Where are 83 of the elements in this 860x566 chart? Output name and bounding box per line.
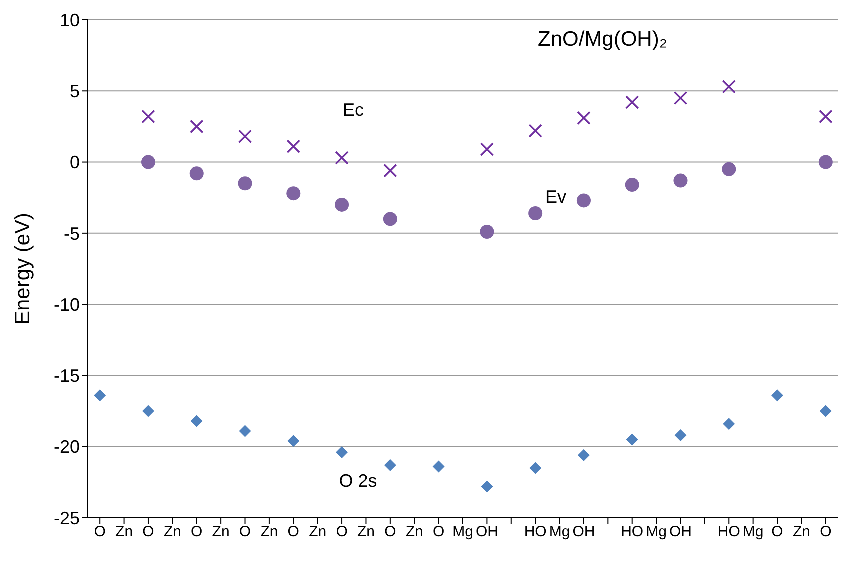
x-tick-label: Zn (406, 524, 424, 541)
point (772, 390, 784, 402)
point (674, 429, 687, 442)
point (723, 418, 736, 430)
point (288, 435, 300, 448)
point (94, 390, 106, 402)
x-tick-label: Mg (646, 524, 667, 541)
point (336, 446, 348, 459)
point (190, 415, 203, 428)
point (238, 176, 252, 191)
point (384, 459, 396, 472)
x-tick-label: Zn (116, 524, 134, 541)
point (142, 110, 156, 124)
x-tick-label: Mg (742, 524, 764, 541)
point (286, 140, 301, 154)
point (481, 480, 494, 493)
x-tick-label: O (142, 524, 154, 541)
chart-title: ZnO/Mg(OH)₂ (538, 28, 668, 52)
x-tick-label: HO (524, 524, 547, 541)
y-tick-label: -15 (54, 366, 80, 386)
point (384, 164, 398, 178)
x-tick-label: Zn (212, 524, 230, 541)
x-tick-label: O (94, 524, 106, 541)
point (286, 186, 301, 201)
x-tick-label: O (288, 524, 300, 541)
x-tick-label: O (432, 524, 445, 541)
x-tick-label: O (191, 524, 203, 541)
point (432, 460, 445, 473)
x-tick-label: HO (621, 524, 644, 541)
point (190, 166, 204, 181)
x-tick-label: Zn (164, 524, 182, 541)
x-tick-label: Mg (549, 524, 570, 541)
point (625, 96, 640, 110)
point (722, 162, 736, 176)
x-tick-label: OH (669, 524, 692, 541)
x-tick-label: O (772, 524, 784, 541)
y-tick-label: 0 (70, 152, 80, 173)
point (238, 130, 252, 144)
point (190, 120, 204, 134)
x-tick-label: OH (476, 524, 498, 541)
annotation: O 2s (339, 470, 378, 492)
x-tick-label: Mg (452, 524, 474, 541)
x-tick-label: O (820, 524, 832, 541)
y-tick-label: 5 (70, 82, 80, 102)
point (480, 142, 494, 156)
y-tick-label: 10 (60, 10, 80, 30)
y-axis-title: Energy (eV) (11, 212, 34, 326)
x-tick-label: Zn (792, 524, 810, 541)
point (528, 206, 543, 221)
point (576, 194, 591, 208)
x-tick-label: O (336, 524, 348, 541)
y-tick-label: -10 (54, 294, 80, 315)
x-tick-label: Zn (357, 524, 375, 541)
point (335, 198, 350, 212)
point (818, 155, 833, 170)
y-tick-label: -20 (54, 437, 80, 458)
point (141, 155, 156, 170)
x-tick-label: O (239, 524, 252, 541)
point (335, 151, 349, 165)
annotation: Ev (546, 186, 567, 208)
point (239, 425, 252, 438)
point (578, 449, 590, 462)
x-tick-label: HO (718, 524, 740, 541)
x-tick-label: Zn (309, 524, 327, 541)
x-tick-label: Zn (260, 524, 278, 541)
point (722, 80, 736, 94)
point (674, 174, 688, 188)
point (530, 462, 542, 474)
point (577, 111, 591, 126)
x-tick-label: O (384, 524, 396, 541)
point (528, 124, 542, 138)
point (625, 178, 640, 192)
point (674, 91, 688, 106)
y-tick-label: -25 (54, 508, 80, 528)
point (383, 212, 398, 226)
point (480, 225, 494, 240)
point (819, 110, 833, 124)
x-tick-label: OH (572, 524, 596, 541)
y-tick-label: -5 (64, 224, 80, 244)
annotation: Ec (343, 100, 364, 121)
point (626, 434, 638, 446)
point (142, 405, 154, 418)
point (820, 405, 832, 418)
